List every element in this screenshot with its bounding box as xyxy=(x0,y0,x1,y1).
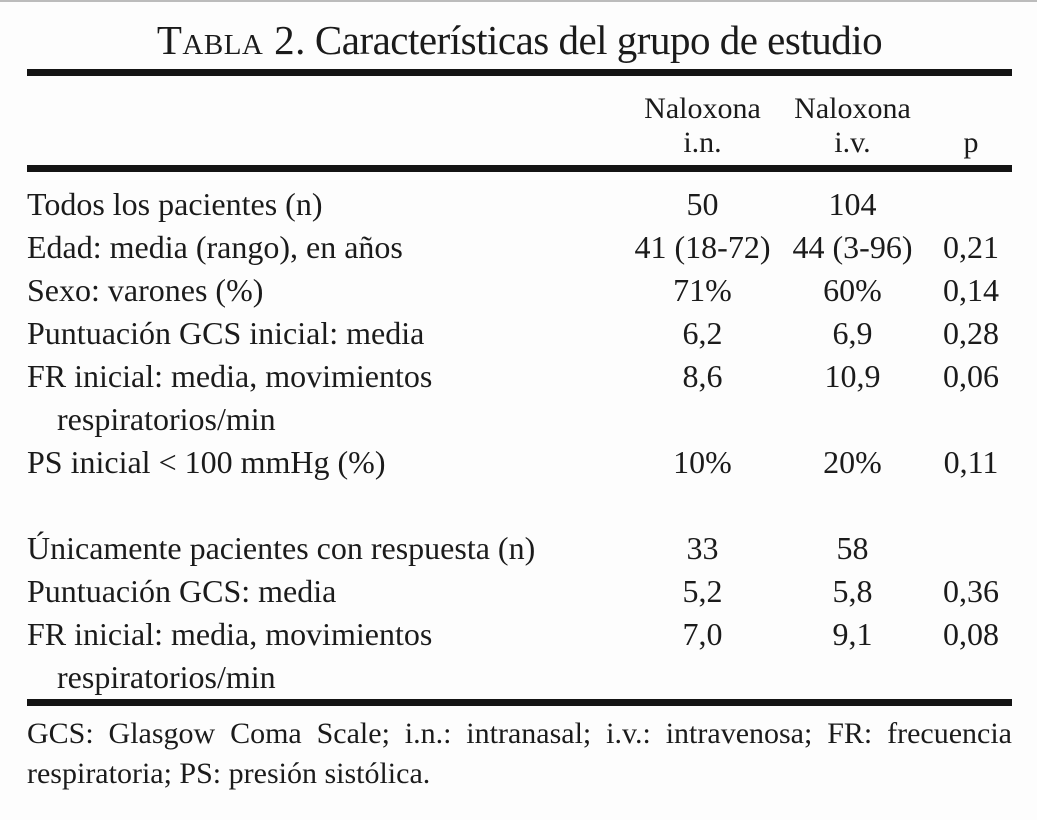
value-naloxona-iv: 9,1 xyxy=(832,616,873,652)
col-header-p-label: p xyxy=(963,126,979,159)
value-naloxona-in: 8,6 xyxy=(682,358,723,394)
footnote-line1: GCS: Glasgow Coma Scale; i.n.: intranasa… xyxy=(27,717,1012,750)
value-naloxona-in: 6,2 xyxy=(682,315,723,351)
footnote-line2: respiratoria; PS: presión sistólica. xyxy=(27,757,431,790)
bottom-rule xyxy=(27,699,1012,706)
value-naloxona-in: 50 xyxy=(686,186,719,222)
row-label-line1: Todos los pacientes (n) xyxy=(27,186,323,222)
col-header-p: p xyxy=(930,126,1012,160)
col-header-naloxona-iv-line1: Naloxona xyxy=(794,92,911,125)
row-label-line1: FR inicial: media, movimientos xyxy=(27,616,433,652)
row-label: Puntuación GCS inicial: media xyxy=(27,312,630,355)
value-p: 0,06 xyxy=(943,358,999,394)
col-header-naloxona-in-line1: Naloxona xyxy=(644,92,761,125)
table-row: Todos los pacientes (n) 50 104 xyxy=(27,183,1012,226)
row-spacer xyxy=(27,484,1012,527)
table-number: Tabla 2. xyxy=(156,17,306,63)
table-caption: Características del grupo de estudio xyxy=(314,17,883,63)
value-naloxona-iv: 58 xyxy=(836,530,869,566)
row-label-line1: Únicamente pacientes con respuesta (n) xyxy=(27,530,536,566)
value-p: 0,11 xyxy=(943,444,999,480)
col-header-naloxona-in-line2: i.n. xyxy=(683,126,722,159)
value-p: 0,08 xyxy=(943,616,999,652)
value-naloxona-in: 7,0 xyxy=(682,616,723,652)
value-naloxona-iv: 5,8 xyxy=(832,573,873,609)
value-naloxona-in: 5,2 xyxy=(682,573,723,609)
row-label-line1: Sexo: varones (%) xyxy=(27,272,264,308)
table-title: Tabla 2. Características del grupo de est… xyxy=(27,17,1012,63)
row-label-line1: Puntuación GCS: media xyxy=(27,573,337,609)
value-naloxona-in: 41 (18-72) xyxy=(634,229,771,265)
value-naloxona-iv: 104 xyxy=(828,186,877,222)
value-p: 0,21 xyxy=(943,229,999,265)
table-row: Únicamente pacientes con respuesta (n) 3… xyxy=(27,527,1012,570)
row-label: Puntuación GCS: media xyxy=(27,570,630,613)
scan-top-edge xyxy=(0,0,1037,2)
row-label-line1: Edad: media (rango), en años xyxy=(27,229,403,265)
value-naloxona-iv: 44 (3-96) xyxy=(792,229,913,265)
row-label-line2: respiratorios/min xyxy=(57,401,276,437)
value-naloxona-iv: 6,9 xyxy=(832,315,873,351)
table-footnote: GCS: Glasgow Coma Scale; i.n.: intranasa… xyxy=(27,714,1012,794)
table-row: Puntuación GCS: media 5,2 5,8 0,36 xyxy=(27,570,1012,613)
table-row: Sexo: varones (%) 71% 60% 0,14 xyxy=(27,269,1012,312)
value-naloxona-iv: 10,9 xyxy=(824,358,881,394)
value-naloxona-in: 33 xyxy=(686,530,719,566)
row-label: Edad: media (rango), en años xyxy=(27,226,630,269)
table-row: Puntuación GCS inicial: media 6,2 6,9 0,… xyxy=(27,312,1012,355)
value-naloxona-iv: 20% xyxy=(823,444,882,480)
value-p: 0,14 xyxy=(943,272,999,308)
row-label: PS inicial < 100 mmHg (%) xyxy=(27,441,630,484)
row-label: FR inicial: media, movimientos respirato… xyxy=(27,355,630,441)
row-label-line1: Puntuación GCS inicial: media xyxy=(27,315,425,351)
value-naloxona-in: 71% xyxy=(673,272,732,308)
value-p: 0,36 xyxy=(943,573,999,609)
row-label: Únicamente pacientes con respuesta (n) xyxy=(27,527,630,570)
table-body: Todos los pacientes (n) 50 104 Edad: med… xyxy=(27,172,1012,699)
header-rule xyxy=(27,165,1012,172)
row-label: Todos los pacientes (n) xyxy=(27,183,630,226)
column-header-row: Naloxona i.n. Naloxona i.v. p xyxy=(27,76,1012,160)
table-row: FR inicial: media, movimientos respirato… xyxy=(27,613,1012,699)
row-label: FR inicial: media, movimientos respirato… xyxy=(27,613,630,699)
col-header-naloxona-in: Naloxona i.n. xyxy=(630,92,775,160)
value-naloxona-iv: 60% xyxy=(823,272,882,308)
top-rule xyxy=(27,69,1012,76)
col-header-naloxona-iv-line2: i.v. xyxy=(834,126,871,159)
table-figure: Tabla 2. Características del grupo de est… xyxy=(0,17,1037,794)
table-row: Edad: media (rango), en años 41 (18-72) … xyxy=(27,226,1012,269)
row-label-line1: PS inicial < 100 mmHg (%) xyxy=(27,444,386,480)
value-p: 0,28 xyxy=(943,315,999,351)
table-row: PS inicial < 100 mmHg (%) 10% 20% 0,11 xyxy=(27,441,1012,484)
row-label: Sexo: varones (%) xyxy=(27,269,630,312)
value-naloxona-in: 10% xyxy=(673,444,732,480)
col-header-naloxona-iv: Naloxona i.v. xyxy=(775,92,930,160)
row-label-line1: FR inicial: media, movimientos xyxy=(27,358,433,394)
table-row: FR inicial: media, movimientos respirato… xyxy=(27,355,1012,441)
row-label-line2: respiratorios/min xyxy=(57,659,276,695)
